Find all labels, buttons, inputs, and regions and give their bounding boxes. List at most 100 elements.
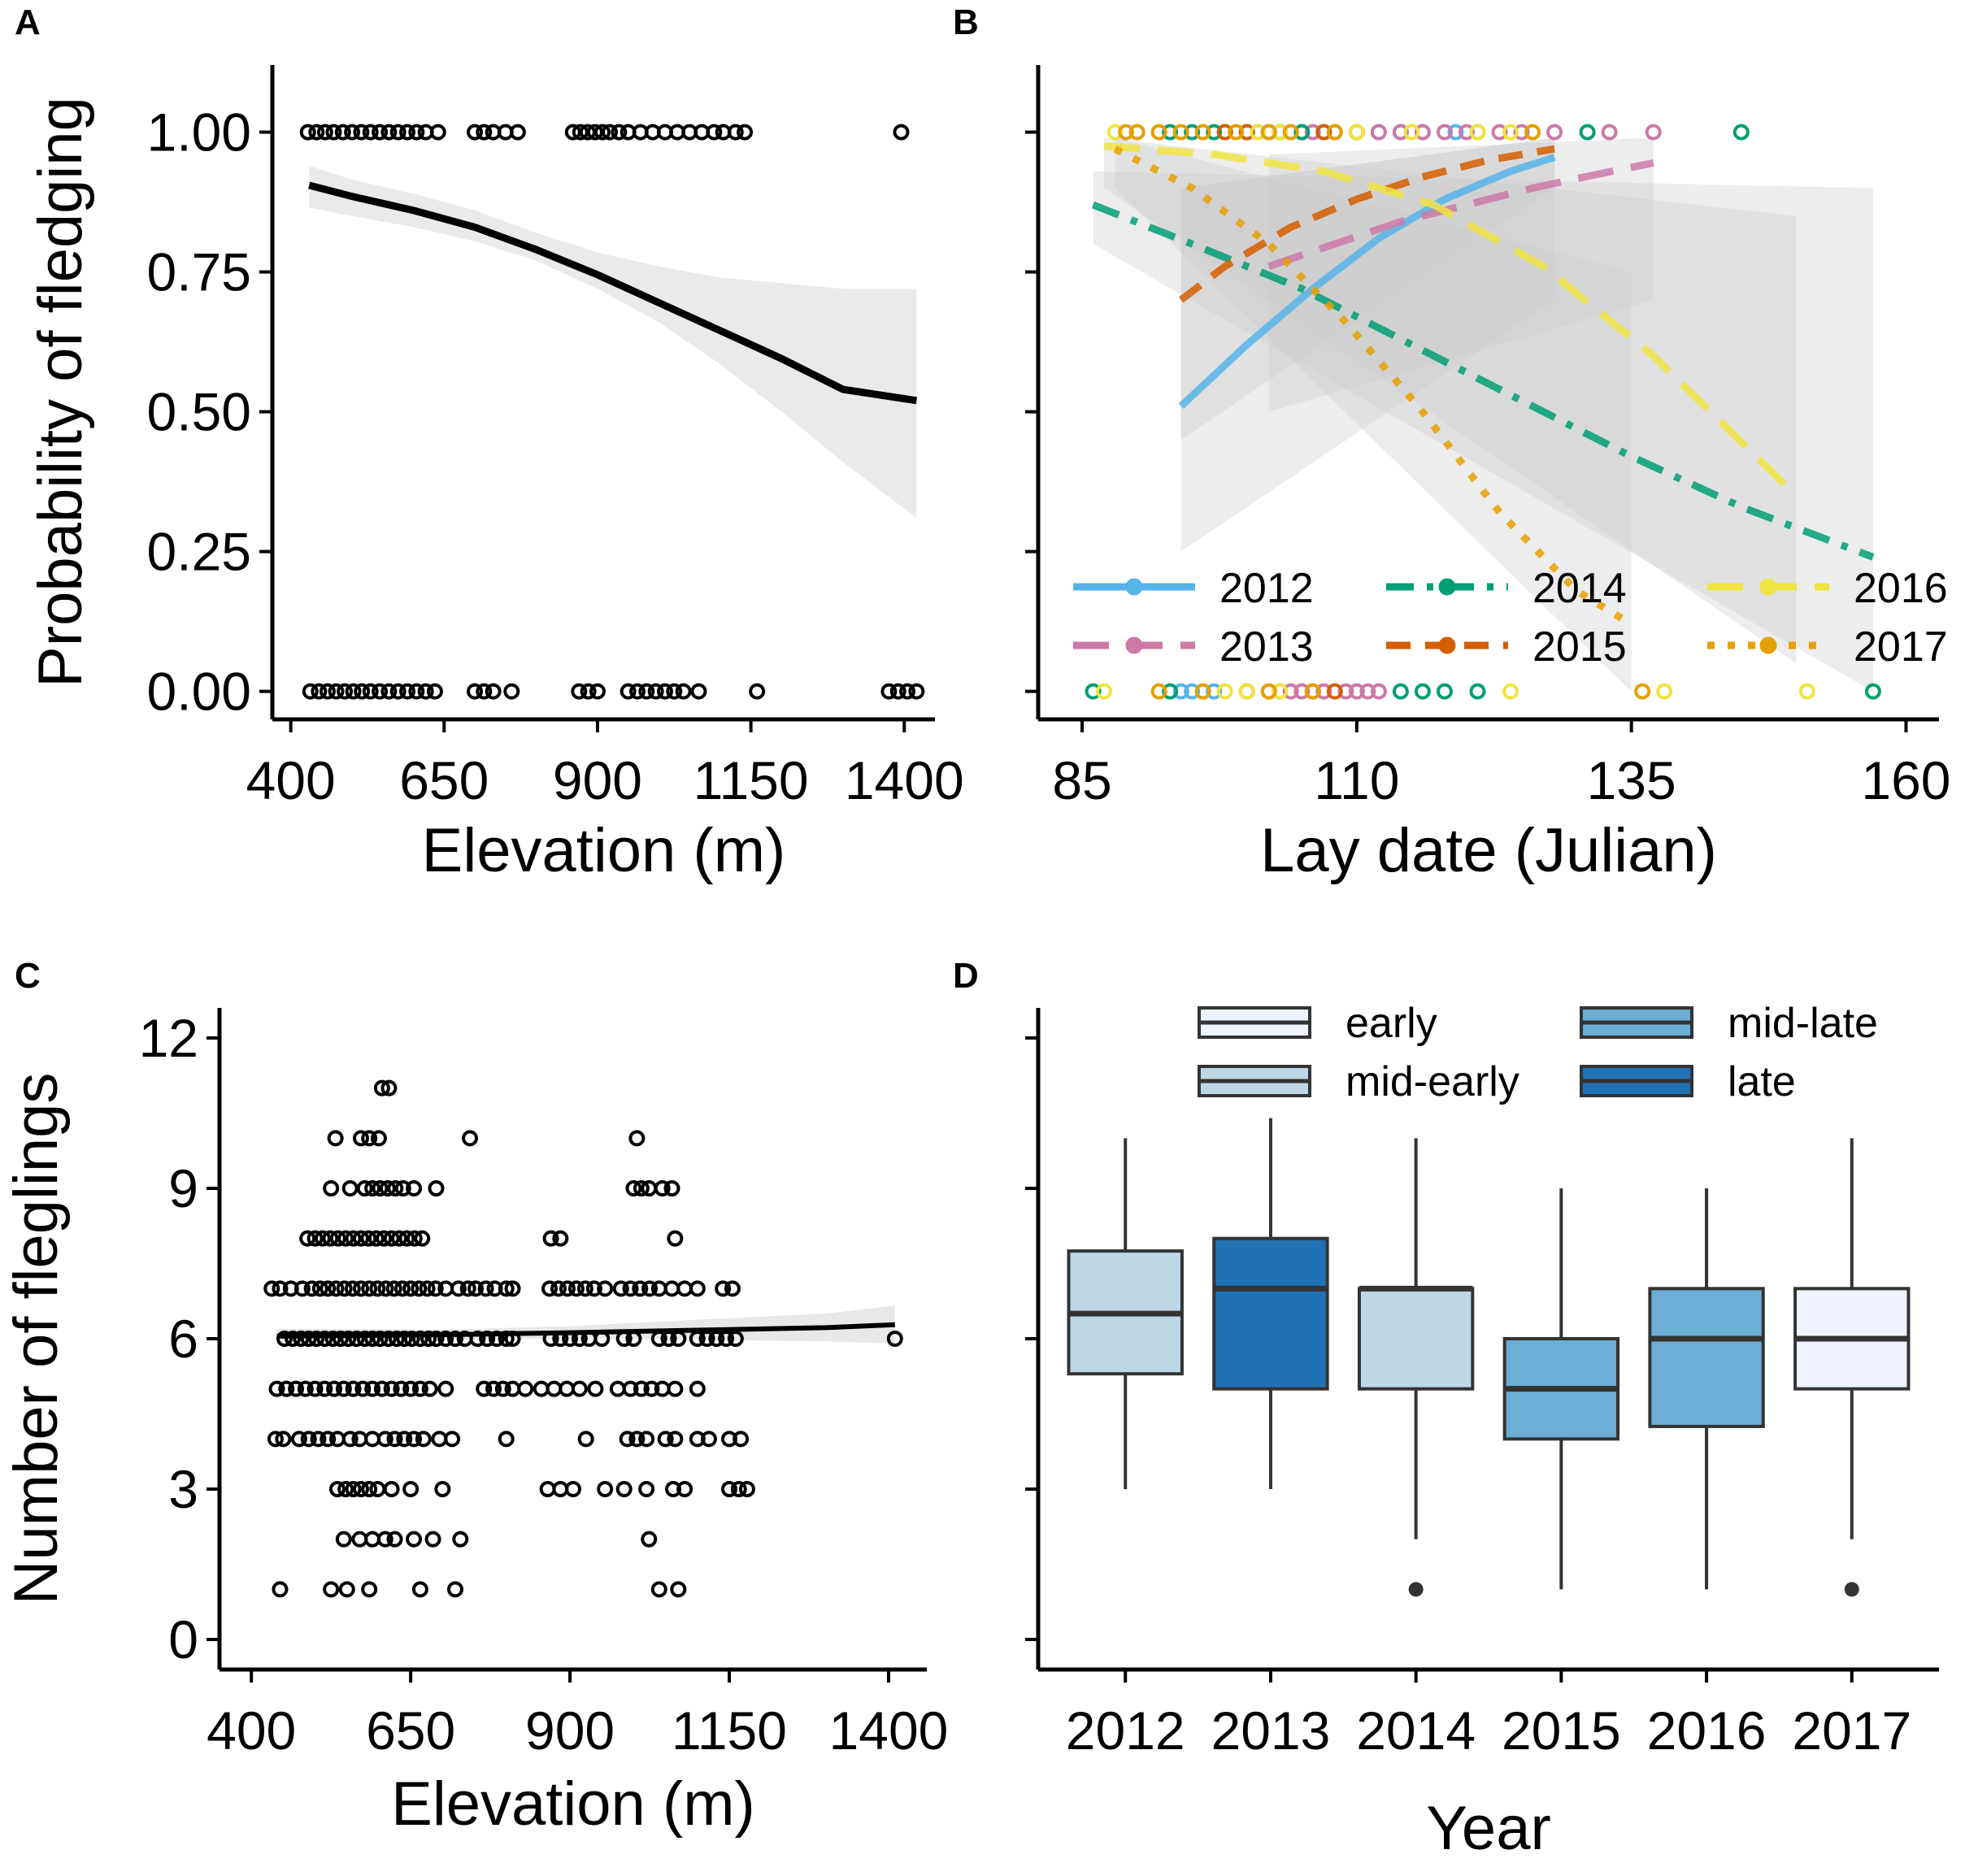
panel-c-point — [718, 1331, 735, 1347]
panel-b-x-tick-label: 85 — [1052, 750, 1111, 810]
panel-b-point-2013 — [1293, 683, 1311, 700]
panel-c-point — [633, 1380, 650, 1397]
panel-c-point — [667, 1431, 684, 1448]
panel-a-point-failed — [337, 683, 354, 700]
panel-b-point-2013 — [1458, 124, 1475, 141]
panel-b-point-2017 — [1326, 124, 1343, 141]
panel-c-point — [663, 1180, 680, 1196]
panel-c-point — [293, 1280, 311, 1297]
panel-c-point — [663, 1280, 680, 1297]
panel-c-x-tick-label: 1400 — [829, 1700, 949, 1761]
panel-c-point — [420, 1331, 437, 1347]
panel-a-point-fledged — [727, 124, 744, 141]
panel-c-point — [364, 1380, 381, 1397]
panel-b-chart: 85 110 135 160 Lay date (Julian) 2012 2013 2014… — [1025, 65, 1951, 885]
panel-a-y-tick-label: 0.25 — [147, 522, 251, 582]
panel-c-point — [278, 1380, 295, 1397]
panel-c-fit-line — [276, 1322, 895, 1339]
panel-c-point — [376, 1230, 393, 1247]
panel-d-box-2014 — [1357, 1287, 1475, 1391]
panel-b-legend-dot-2012 — [1125, 578, 1143, 596]
panel-d-x-tick-label: 2014 — [1356, 1700, 1476, 1761]
panel-c-point — [622, 1380, 639, 1397]
panel-b-point-2017 — [1150, 124, 1167, 141]
panel-c-point — [335, 1531, 352, 1548]
panel-c-point — [498, 1280, 515, 1297]
panel-a-y-tick-label: 0.50 — [147, 382, 251, 442]
panel-c-point — [332, 1331, 349, 1347]
panel-c-point — [372, 1331, 389, 1347]
panel-c-point — [361, 1581, 378, 1598]
panel-c-point — [290, 1431, 307, 1448]
panel-c-point — [447, 1581, 463, 1598]
panel-c-point — [565, 1481, 581, 1497]
panel-c-point — [428, 1331, 445, 1347]
panel-c-point — [625, 1180, 642, 1196]
panel-a-point-fledged — [429, 124, 446, 141]
panel-b-point-2013 — [1392, 124, 1409, 141]
panel-b-line-2017 — [1113, 145, 1634, 628]
panel-b-point-2017 — [1128, 124, 1146, 141]
panel-c-point — [667, 1380, 684, 1397]
panel-b-legend-dot-2015 — [1438, 636, 1456, 654]
panel-c-point — [329, 1230, 346, 1247]
panel-a-point-fledged — [737, 124, 754, 141]
panel-c-point — [376, 1531, 393, 1548]
panel-c-point — [415, 1431, 432, 1448]
panel-c-point — [320, 1431, 337, 1448]
panel-a-point-failed — [880, 683, 898, 700]
panel-c-point — [632, 1280, 649, 1297]
panel-b-point-2015 — [1216, 124, 1233, 141]
panel-a-point-failed — [389, 683, 406, 700]
panel-c-point — [638, 1481, 655, 1497]
panel-b-point-2014 — [1414, 683, 1431, 700]
panel-b-point-2013 — [1337, 683, 1354, 700]
panel-b-band-2013 — [1268, 137, 1654, 412]
panel-c-point — [419, 1280, 436, 1297]
panel-b-point-2016 — [1216, 683, 1233, 700]
panel-letter-d: D — [953, 956, 979, 996]
panel-b-point-2016 — [1106, 124, 1124, 141]
panel-c-point — [303, 1280, 320, 1297]
panel-c-x-tick-label: 900 — [525, 1700, 615, 1761]
panel-c-point — [504, 1280, 521, 1297]
panel-c-point — [329, 1481, 346, 1497]
panel-a-y-tick-label: 1.00 — [147, 102, 251, 163]
panel-c-point — [406, 1531, 423, 1548]
panel-c-y-tick-label: 12 — [139, 1008, 198, 1068]
panel-c-point — [411, 1280, 428, 1297]
panel-a-point-fledged — [344, 124, 361, 141]
panel-b-point-2014 — [1206, 124, 1223, 141]
panel-c-point — [402, 1280, 420, 1297]
panel-c-point — [567, 1280, 585, 1297]
panel-a-x-axis-label: Elevation (m) — [422, 816, 786, 885]
panel-b-point-2014 — [1162, 124, 1179, 141]
panel-b-legend-dot-2013 — [1125, 636, 1143, 654]
panel-b-point-2014 — [1293, 124, 1311, 141]
panel-c-point — [444, 1431, 461, 1448]
panel-b-point-2014 — [1162, 683, 1179, 700]
panel-b-point-2016 — [1469, 124, 1486, 141]
panel-c-point — [431, 1431, 448, 1448]
panel-a-point-failed — [503, 683, 520, 700]
panel-c-point — [552, 1481, 569, 1497]
panel-c-point — [402, 1481, 420, 1497]
panel-c-point — [364, 1331, 381, 1347]
panel-c-point — [406, 1431, 423, 1448]
panel-c-point — [539, 1481, 556, 1497]
panel-b-point-2014 — [1732, 124, 1750, 141]
panel-b-point-2017 — [1524, 124, 1541, 141]
panel-b-point-2016 — [1250, 124, 1267, 141]
panel-b-point-2017 — [1260, 683, 1277, 700]
panel-c-point — [383, 1481, 400, 1497]
panel-a-point-fledged — [593, 124, 611, 141]
panel-c-point — [619, 1431, 636, 1448]
panel-a-point-failed — [647, 683, 664, 700]
panel-b-x-axis-label: Lay date (Julian) — [1260, 816, 1717, 885]
panel-c-point — [383, 1380, 400, 1397]
panel-c-point — [403, 1331, 420, 1347]
panel-d-x-tick-label: 2012 — [1066, 1700, 1185, 1761]
panel-c-point — [361, 1130, 378, 1147]
panel-b-point-2016 — [1502, 124, 1519, 141]
panel-c-point — [353, 1481, 369, 1497]
